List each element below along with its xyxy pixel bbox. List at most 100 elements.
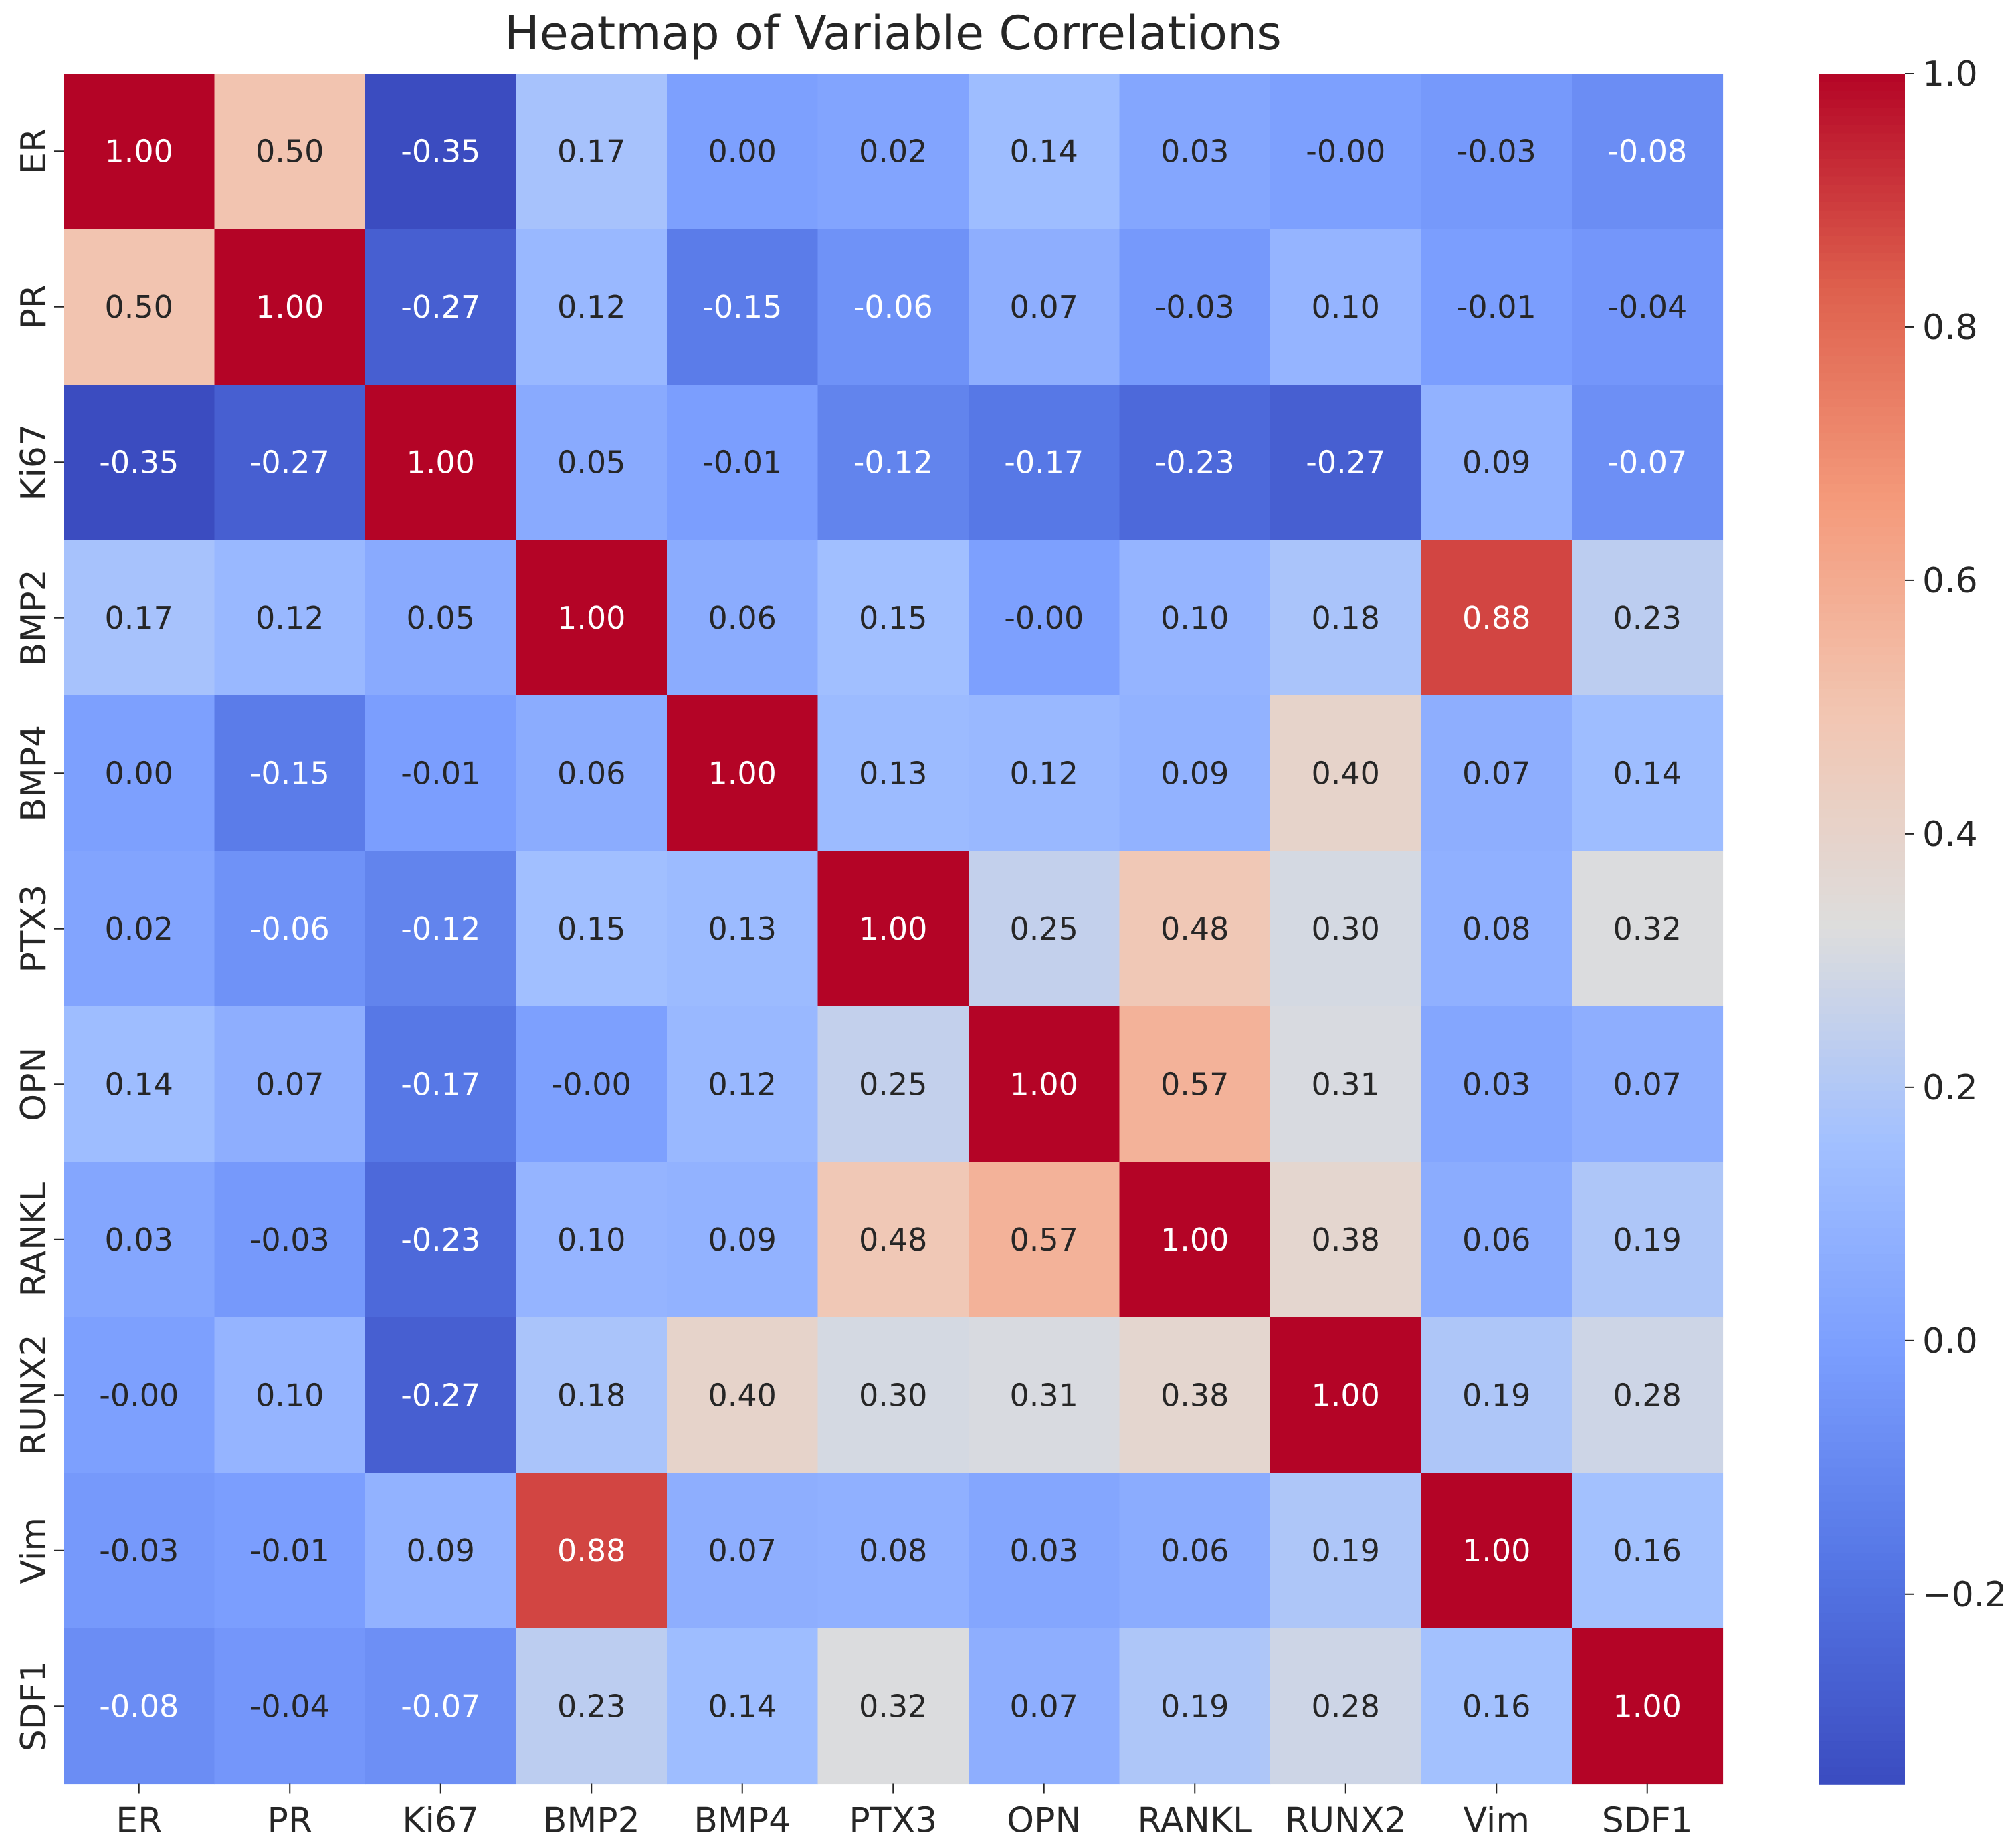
heatmap-cell xyxy=(1421,385,1573,541)
heatmap-cell xyxy=(1270,385,1422,541)
cell-value-label: 0.09 xyxy=(1462,444,1530,480)
colorbar-segment xyxy=(1819,1065,1905,1075)
cell-value-label: 0.08 xyxy=(1462,911,1530,947)
colorbar-segment xyxy=(1819,1176,1905,1186)
cell-value-label: 0.12 xyxy=(708,1066,777,1102)
heatmap-cell xyxy=(1572,74,1724,230)
colorbar-segment xyxy=(1819,1467,1905,1477)
colorbar-segment xyxy=(1819,569,1905,579)
colorbar-segment xyxy=(1819,800,1905,810)
heatmap-cell xyxy=(817,74,969,230)
heatmap-cell xyxy=(214,74,366,230)
colorbar-segment xyxy=(1819,1194,1905,1204)
colorbar-segment xyxy=(1819,1228,1905,1238)
cell-value-label: -0.00 xyxy=(1004,600,1084,636)
cell-value-label: 0.28 xyxy=(1613,1377,1682,1413)
cell-value-label: 0.18 xyxy=(1312,600,1380,636)
colorbar-segment xyxy=(1819,681,1905,690)
heatmap-cell xyxy=(1421,851,1573,1007)
cell-value-label: 0.03 xyxy=(1161,133,1229,169)
heatmap-cell xyxy=(1119,1317,1271,1474)
heatmap-cell xyxy=(365,229,517,385)
colorbar-segment xyxy=(1819,82,1905,92)
heatmap-cell xyxy=(365,540,517,696)
colorbar-segment xyxy=(1819,407,1905,417)
colorbar-segment xyxy=(1819,99,1905,108)
colorbar-tick-label: 0.0 xyxy=(1922,1321,1978,1362)
colorbar-segment xyxy=(1819,1331,1905,1340)
colorbar-segment xyxy=(1819,1365,1905,1374)
colorbar-segment xyxy=(1819,808,1905,819)
cell-value-label: -0.01 xyxy=(401,755,480,791)
heatmap-cell xyxy=(1119,1473,1271,1629)
heatmap-cell xyxy=(1270,851,1422,1007)
colorbar-segment xyxy=(1819,1262,1905,1272)
cell-value-label: -0.04 xyxy=(250,1688,330,1724)
colorbar-segment xyxy=(1819,1202,1905,1212)
colorbar-segment xyxy=(1819,526,1905,536)
colorbar-segment xyxy=(1819,185,1905,194)
colorbar-segment xyxy=(1819,920,1905,930)
colorbar-segment xyxy=(1819,1160,1905,1169)
cell-value-label: -0.06 xyxy=(853,289,933,325)
heatmap-cell xyxy=(969,1006,1120,1163)
colorbar-segment xyxy=(1819,1408,1905,1417)
colorbar-segment xyxy=(1819,988,1905,998)
colorbar-segment xyxy=(1819,1133,1905,1144)
cell-value-label: 0.30 xyxy=(859,1377,927,1413)
heatmap-cell xyxy=(516,1317,668,1474)
cell-value-label: -0.00 xyxy=(552,1066,631,1102)
heatmap-cell xyxy=(64,385,215,541)
cell-value-label: -0.17 xyxy=(1004,444,1084,480)
colorbar-segment xyxy=(1819,1339,1905,1349)
heatmap-cell xyxy=(1421,1162,1573,1318)
cell-value-label: -0.07 xyxy=(401,1688,480,1724)
colorbar-segment xyxy=(1819,1185,1905,1195)
heatmap-cell xyxy=(64,229,215,385)
heatmap-cell xyxy=(64,695,215,852)
colorbar-segment xyxy=(1819,304,1905,314)
colorbar-segment xyxy=(1819,1254,1905,1263)
heatmap-cell xyxy=(1421,1317,1573,1474)
heatmap-cell xyxy=(817,1628,969,1785)
heatmap-cell xyxy=(817,1473,969,1629)
heatmap-cell xyxy=(969,74,1120,230)
cell-value-label: -0.23 xyxy=(401,1222,480,1258)
colorbar-segment xyxy=(1819,158,1905,169)
heatmap-cell xyxy=(667,1006,819,1163)
heatmap-cell xyxy=(1572,851,1724,1007)
cell-value-label: 0.10 xyxy=(1161,600,1229,636)
colorbar-segment xyxy=(1819,167,1905,177)
y-tick-label: RANKL xyxy=(14,1182,54,1297)
cell-value-label: 0.07 xyxy=(1613,1066,1682,1102)
colorbar-segment xyxy=(1819,142,1905,151)
colorbar-segment xyxy=(1819,449,1905,459)
y-tick-label: Vim xyxy=(14,1517,54,1584)
colorbar-segment xyxy=(1819,715,1905,724)
colorbar-segment xyxy=(1819,1091,1905,1101)
heatmap-cell xyxy=(1270,1162,1422,1318)
colorbar-segment xyxy=(1819,364,1905,374)
colorbar-segment xyxy=(1819,1347,1905,1357)
cell-value-label: 0.16 xyxy=(1613,1533,1682,1569)
cell-value-label: 0.06 xyxy=(1161,1533,1229,1569)
colorbar-segment xyxy=(1819,483,1905,494)
cell-value-label: -0.00 xyxy=(1306,133,1385,169)
colorbar-segment xyxy=(1819,133,1905,143)
colorbar-segment xyxy=(1819,1296,1905,1306)
colorbar-segment xyxy=(1819,518,1905,528)
heatmap-cell xyxy=(1270,74,1422,230)
colorbar-segment xyxy=(1819,1553,1905,1563)
cell-value-label: 0.88 xyxy=(557,1533,625,1569)
colorbar-segment xyxy=(1819,467,1905,476)
colorbar-segment xyxy=(1819,1313,1905,1323)
colorbar-segment xyxy=(1819,330,1905,340)
colorbar-segment xyxy=(1819,1699,1905,1708)
colorbar-segment xyxy=(1819,244,1905,254)
heatmap-cell xyxy=(969,851,1120,1007)
colorbar-segment xyxy=(1819,1741,1905,1751)
colorbar-segment xyxy=(1819,1271,1905,1281)
cell-value-label: 0.23 xyxy=(1613,600,1682,636)
colorbar-segment xyxy=(1819,860,1905,870)
y-tick-label: RUNX2 xyxy=(14,1334,54,1456)
